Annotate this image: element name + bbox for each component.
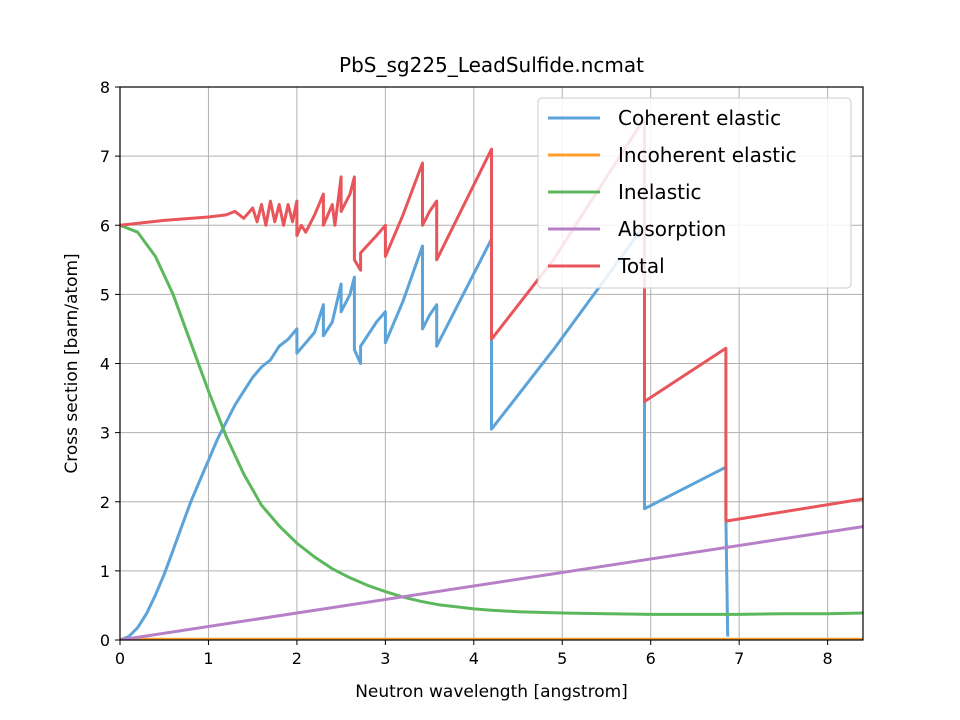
- y-axis: 0 1 2 3 4 5 6 7 8: [100, 78, 120, 650]
- legend-label-inelastic: Inelastic: [618, 180, 702, 204]
- y-tick-label: 1: [100, 562, 110, 581]
- series-line-coherent-elastic: [120, 223, 730, 640]
- x-axis-label: Neutron wavelength [angstrom]: [355, 682, 628, 702]
- series-layer: [120, 116, 863, 640]
- x-tick-label: 5: [557, 649, 567, 668]
- legend-box: [537, 97, 852, 289]
- chart-title: PbS_sg225_LeadSulfide.ncmat: [339, 53, 644, 77]
- y-tick-label: 2: [100, 493, 110, 512]
- y-tick-label: 0: [100, 631, 110, 650]
- series-line-inelastic: [120, 223, 863, 616]
- x-tick-label: 6: [646, 649, 656, 668]
- y-tick-label: 6: [100, 216, 110, 235]
- y-tick-label: 8: [100, 78, 110, 97]
- x-tick-label: 4: [469, 649, 479, 668]
- x-tick-label: 0: [115, 649, 125, 668]
- legend-label-incoherent-elastic: Incoherent elastic: [618, 143, 797, 167]
- x-tick-label: 1: [203, 649, 213, 668]
- y-tick-label: 3: [100, 424, 110, 443]
- y-tick-label: 7: [100, 147, 110, 166]
- series-line-absorption: [120, 525, 863, 640]
- x-axis: 0 1 2 3 4 5 6 7 8: [115, 640, 833, 668]
- y-tick-label: 5: [100, 285, 110, 304]
- y-tick-label: 4: [100, 355, 110, 374]
- legend-label-absorption: Absorption: [618, 217, 726, 241]
- x-tick-label: 7: [734, 649, 744, 668]
- x-tick-label: 8: [823, 649, 833, 668]
- legend-label-total: Total: [617, 254, 665, 278]
- x-tick-label: 2: [292, 649, 302, 668]
- x-tick-label: 3: [380, 649, 390, 668]
- legend-label-coherent-elastic: Coherent elastic: [618, 106, 781, 130]
- series-line-total: [120, 116, 863, 523]
- y-axis-label: Cross section [barn/atom]: [62, 253, 82, 473]
- legend: Coherent elastic Incoherent elastic Inelas…: [537, 97, 852, 289]
